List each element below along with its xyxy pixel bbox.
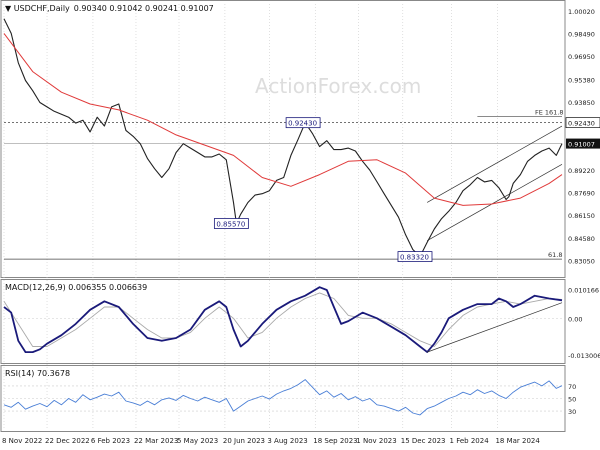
- price-annotation-box: [285, 117, 321, 129]
- x-tick-label: 3 Aug 2023: [267, 437, 307, 445]
- x-tick-label: 22 Mar 2023: [134, 437, 178, 445]
- price-annotation-box: [213, 218, 249, 229]
- y-tick-label: 0.91007: [568, 141, 595, 149]
- header-symbol: USDCHF,Daily: [14, 4, 70, 13]
- rsi-title: RSI(14) 70.3678: [5, 369, 70, 378]
- y-tick-label: 0.96950: [568, 53, 595, 61]
- rsi-y-tick-label: 30: [568, 408, 576, 416]
- x-tick-label: 1 Feb 2024: [450, 437, 490, 445]
- price-panel-frame: [0, 0, 566, 278]
- watermark: ActionForex.com: [255, 74, 421, 98]
- x-tick-label: 6 Feb 2023: [91, 437, 130, 445]
- x-tick-label: 15 Dec 2023: [401, 437, 446, 445]
- y-tick-label: 0.87690: [568, 189, 595, 197]
- price-annotation-box: [397, 251, 433, 262]
- fe-level-label: FE 161.8: [535, 109, 564, 117]
- rsi-line: [3, 379, 563, 416]
- x-tick-label: 18 Sep 2023: [313, 437, 357, 445]
- x-tick-label: 18 Mar 2024: [495, 437, 540, 445]
- macd-panel-frame: [0, 279, 566, 364]
- fib-level-label: 61.8: [548, 251, 562, 259]
- rsi-series-layer: [3, 379, 563, 416]
- x-tick-label: 5 May 2023: [177, 437, 218, 445]
- trend-channel: [426, 125, 563, 242]
- price-annotation-label: 0.85570: [216, 221, 245, 229]
- macd-line: [3, 286, 563, 354]
- grid-lines: [3, 4, 562, 430]
- x-tick-label: 8 Nov 2022: [2, 437, 42, 445]
- channel-line: [426, 163, 563, 242]
- price-line: [3, 18, 563, 258]
- x-tick-label: 1 Nov 2023: [356, 437, 396, 445]
- y-tick-label: 0.92430: [568, 120, 595, 128]
- current-price-tag: [566, 138, 600, 149]
- moving-average-line: [3, 33, 563, 206]
- macd-signal-line: [3, 292, 563, 347]
- y-tick-label: 0.84580: [568, 235, 595, 243]
- y-tick-label: 0.89220: [568, 167, 595, 175]
- x-axis-ticks: 8 Nov 2022 22 Dec 2022 6 Feb 2023 22 Mar 20…: [2, 437, 540, 445]
- macd-y-tick-label: 0.010166: [568, 287, 599, 295]
- y-tick-label: 1.00020: [568, 8, 595, 16]
- fe-price-tag: [565, 117, 600, 129]
- macd-trendline: [427, 302, 563, 353]
- rsi-y-tick-label: 70: [568, 383, 576, 391]
- price-annotation-label: 0.92430: [288, 120, 317, 128]
- macd-y-tick-label: 0.00: [568, 315, 582, 323]
- y-tick-label: 0.86150: [568, 212, 595, 220]
- header-arrow: ▼: [5, 4, 14, 13]
- chart-header: ▼ USDCHF,Daily 0.90340 0.91042 0.90241 0.…: [5, 4, 214, 13]
- macd-series-layer: [3, 286, 563, 354]
- fibonacci-levels: FE 161.8 61.8: [4, 109, 564, 260]
- y-tick-label: 0.83050: [568, 258, 595, 266]
- channel-line: [426, 125, 563, 203]
- y-tick-label: 0.95380: [568, 76, 595, 84]
- header-ohlc: 0.90340 0.91042 0.90241 0.91007: [74, 4, 214, 13]
- price-annotations: 0.92430 0.85570 0.83320: [213, 117, 433, 262]
- x-tick-label: 22 Dec 2022: [45, 437, 90, 445]
- x-tick-label: 20 Jun 2023: [223, 437, 265, 445]
- y-tick-label: 0.98490: [568, 31, 595, 39]
- y-tick-label: 0.93850: [568, 99, 595, 107]
- macd-title: MACD(12,26,9) 0.006355 0.006639: [5, 283, 147, 292]
- rsi-panel-frame: [0, 365, 566, 432]
- price-annotation-label: 0.83320: [400, 254, 429, 262]
- macd-y-tick-label: -0.013006: [568, 352, 600, 360]
- rsi-y-tick-label: 50: [568, 396, 576, 404]
- y-axis-ticks: 1.00020 0.98490 0.96950 0.95380 0.93850 0.924…: [565, 8, 600, 416]
- price-series-layer: [3, 18, 563, 258]
